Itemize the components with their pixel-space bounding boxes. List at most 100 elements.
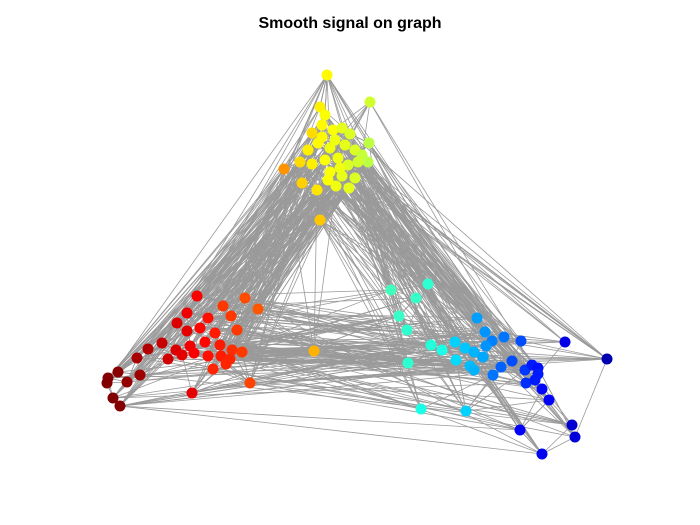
graph-node [312,137,324,149]
graph-node [231,324,243,336]
graph-edge [407,362,471,367]
graph-edge [136,349,177,359]
graph-node [217,300,229,312]
graph-node [352,156,364,168]
graph-node [188,347,200,359]
graph-node [316,119,328,131]
graph-edge [107,136,323,379]
graph-node [134,369,146,381]
graph-edge [214,74,328,334]
graph-edge [119,369,526,407]
graph-edge [241,187,350,353]
node-layer [101,69,613,460]
graph-edge [207,315,400,319]
graph-edge [181,354,193,394]
graph-edge [541,436,576,455]
graph-edge [337,157,543,390]
graph-edge [139,354,183,376]
graph-edge [244,297,566,343]
graph-node [415,403,427,415]
graph-edge [368,142,493,342]
graph-edge [326,74,417,299]
graph-node [401,324,413,336]
graph-node [515,335,527,347]
graph-node [536,383,548,395]
graph-edge [321,136,475,353]
graph-node [410,292,422,304]
graph-node [314,101,326,113]
graph-node [514,424,526,436]
graph-edge [106,147,331,384]
graph-edge [369,101,505,338]
graph-edge [398,315,432,346]
graph-edge [341,175,576,438]
graph-edge [476,317,505,338]
graph-edge [407,349,443,364]
graph-edge [249,167,341,384]
graph-edge [126,340,522,383]
graph-edge [119,365,471,407]
graph-edge [541,424,573,455]
graph-edge [492,374,527,384]
graph-edge [368,142,550,401]
graph-node [209,327,221,339]
graph-edge [244,297,471,367]
graph-node [171,317,183,329]
graph-edge [299,161,409,364]
graph-edge [319,106,608,360]
graph-node [107,392,119,404]
graph-edge [326,74,526,371]
graph-edge [241,308,259,353]
graph-edge [299,161,457,361]
graph-edge [455,359,467,412]
graph-edge [319,219,466,349]
graph-node [334,162,346,174]
graph-node [449,336,461,348]
graph-node [131,352,143,364]
graph-edge [222,142,319,307]
graph-node [330,180,342,192]
graph-node [363,137,375,149]
graph-node [112,366,124,378]
graph-edge [367,161,539,369]
graph-node [314,214,326,226]
graph-node [306,127,318,139]
graph-edge [119,405,521,431]
graph-edge [167,74,328,360]
graph-edge [369,101,539,375]
graph-edge [214,332,608,360]
graph-node [214,339,226,351]
graph-node [202,312,214,324]
graph-node [296,177,308,189]
graph-node [393,310,405,322]
graph-node [202,350,214,362]
graph-node [487,369,499,381]
graph-edge [257,308,408,331]
graph-edge [119,331,486,407]
graph-node [322,174,334,186]
graph-edge [199,327,233,351]
graph-edge [212,368,251,384]
graph-node [215,350,227,362]
graph-node [425,339,437,351]
graph-edge [319,219,408,331]
graph-node [156,337,168,349]
plot-title: Smooth signal on graph [258,15,442,32]
graph-node [324,142,336,154]
graph-edge [313,185,337,352]
graph-edge [231,163,313,351]
graph-edge [334,139,505,338]
graph-edge [119,392,193,407]
graph-node [225,310,237,322]
graph-edge [319,185,337,221]
graph-edge [186,312,408,331]
graph-node [329,134,341,146]
graph-edge [119,358,169,407]
graph-edge [390,289,456,343]
edge-layer [106,74,608,455]
graph-node [311,184,323,196]
graph-node [336,122,348,134]
graph-edge [186,312,400,317]
